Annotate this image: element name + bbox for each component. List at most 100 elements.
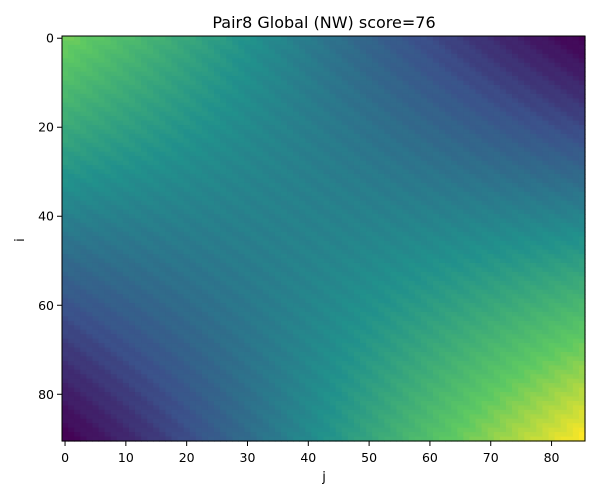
heatmap-cell [244,214,252,220]
heatmap-cell [366,49,373,55]
heatmap-cell [122,44,130,50]
heatmap-cell [396,62,404,68]
heatmap-cell [86,53,94,59]
heatmap-cell [226,160,233,166]
heatmap-cell [341,107,349,113]
heatmap-cell [396,84,404,91]
heatmap-cell [329,240,337,246]
heatmap-cell [98,49,106,55]
heatmap-cell [414,44,422,50]
heatmap-cell [207,205,215,211]
heatmap-cell [554,71,562,77]
heatmap-cell [341,240,349,246]
heatmap-cell [548,125,556,131]
heatmap-cell [171,93,179,99]
heatmap-cell [372,236,379,242]
heatmap-cell [469,156,477,162]
heatmap-cell [487,209,495,215]
heatmap-cell [578,165,586,171]
heatmap-cell [293,160,300,166]
heatmap-cell [560,218,568,224]
heatmap-cell [201,267,209,273]
heatmap-cell [408,80,416,86]
heatmap-cell [499,271,507,277]
heatmap-cell [92,147,100,153]
heatmap-cell [128,236,136,242]
heatmap-cell [147,258,154,264]
heatmap-cell [493,231,501,237]
heatmap-cell [147,276,154,282]
heatmap-cell [457,49,464,55]
heatmap-cell [280,267,288,273]
heatmap-cell [147,169,154,175]
heatmap-cell [426,240,434,246]
heatmap-cell [530,249,537,255]
heatmap-cell [439,107,446,113]
heatmap-cell [86,276,94,282]
heatmap-cell [499,280,507,286]
heatmap-cell [68,165,75,171]
heatmap-cell [451,280,458,286]
heatmap-cell [402,125,410,131]
heatmap-cell [153,289,160,295]
heatmap-cell [274,178,282,184]
heatmap-cell [74,169,81,175]
heatmap-cell [402,271,410,277]
heatmap-cell [262,231,270,237]
heatmap-cell [572,205,580,211]
heatmap-cell [171,102,179,108]
heatmap-cell [463,227,471,233]
heatmap-cell [560,258,568,264]
heatmap-cell [323,218,331,224]
heatmap-cell [299,222,306,228]
heatmap-cell [147,151,154,157]
heatmap-cell [280,173,288,180]
heatmap-cell [323,71,331,77]
heatmap-cell [560,156,568,162]
heatmap-cell [165,214,173,220]
heatmap-cell [408,89,416,95]
heatmap-cell [74,262,81,269]
heatmap-cell [141,102,148,108]
heatmap-cell [238,187,246,193]
heatmap-cell [244,222,252,228]
heatmap-cell [195,102,203,108]
heatmap-cell [86,36,94,42]
heatmap-cell [128,142,136,148]
heatmap-cell [128,71,136,77]
heatmap-cell [274,258,282,264]
heatmap-cell [250,267,258,273]
heatmap-cell [280,165,288,171]
heatmap-cell [347,36,355,42]
heatmap-cell [110,62,118,68]
heatmap-cell [317,245,325,251]
heatmap-cell [432,49,440,55]
heatmap-cell [238,214,246,220]
heatmap-cell [518,205,525,211]
heatmap-cell [68,58,75,64]
heatmap-cell [68,271,75,277]
heatmap-cell [329,62,337,68]
heatmap-cell [153,276,160,282]
heatmap-cell [153,209,160,215]
heatmap-cell [493,285,501,291]
heatmap-cell [512,214,519,220]
heatmap-cell [80,218,87,224]
heatmap-cell [104,267,112,273]
heatmap-cell [287,62,294,68]
heatmap-cell [372,129,379,135]
heatmap-cell [542,133,550,139]
heatmap-cell [518,107,525,113]
heatmap-cell [341,129,349,135]
heatmap-cell [317,58,325,64]
heatmap-cell [432,76,440,82]
heatmap-cell [372,267,379,273]
heatmap-cell [244,289,252,295]
heatmap-cell [335,165,343,171]
heatmap-cell [335,71,343,77]
heatmap-cell [329,236,337,242]
heatmap-cell [493,98,501,104]
heatmap-cell [566,160,574,166]
heatmap-cell [572,125,580,131]
heatmap-cell [80,147,87,153]
